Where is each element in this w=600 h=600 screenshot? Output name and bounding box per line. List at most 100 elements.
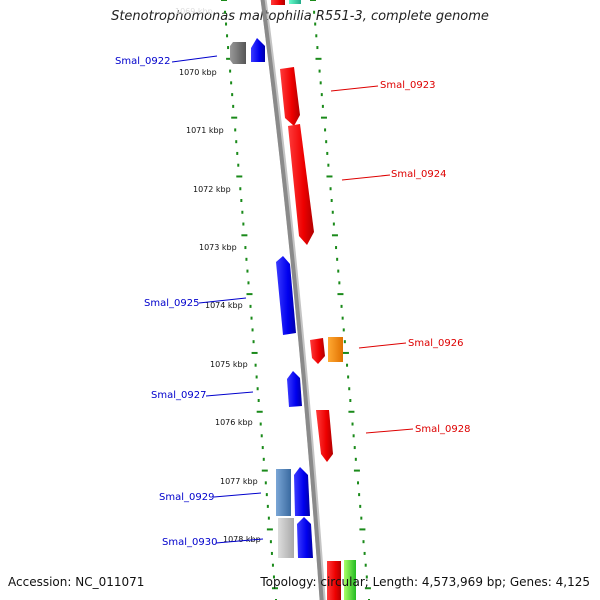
gene-label-smal-0922[interactable]: Smal_0922	[115, 56, 170, 67]
tick-label: 1072 kbp	[193, 185, 231, 194]
ruler-dot	[358, 493, 361, 497]
ruler-dot	[327, 163, 330, 167]
kbp-ticks: 1070 kbp 1071 kbp 1072 kbp 1073 kbp 1074…	[179, 68, 261, 544]
ruler-major-tick	[251, 351, 258, 354]
ruler-dot	[338, 281, 341, 285]
gene-label-smal-0926[interactable]: Smal_0926	[408, 338, 463, 349]
ruler-dot	[353, 446, 356, 450]
gene-label-smal-0925[interactable]: Smal_0925	[144, 298, 199, 309]
ruler-dot	[347, 375, 350, 379]
gene-feature-steelblue[interactable]	[276, 469, 291, 516]
ruler-dot	[241, 210, 244, 214]
gene-label-smal-0924[interactable]: Smal_0924	[391, 169, 446, 180]
ruler-dot	[313, 10, 316, 14]
ruler-dot	[261, 446, 264, 450]
accession-label: Accession: NC_011071	[8, 575, 145, 589]
label-leaders	[171, 55, 414, 544]
ruler-dot	[314, 22, 317, 26]
ruler-dot	[255, 375, 258, 379]
ruler-dot	[265, 493, 268, 497]
ruler-major-tick	[246, 293, 253, 296]
ruler-major-tick	[226, 57, 233, 60]
gene-label-smal-0929[interactable]: Smal_0929	[159, 492, 214, 503]
ruler-dot	[239, 187, 242, 191]
ruler-dot	[264, 481, 267, 485]
ruler-dot	[226, 34, 229, 38]
ruler-dot	[259, 422, 262, 426]
ruler-dot	[321, 104, 324, 108]
gene-arrow-smal-0924[interactable]	[288, 124, 314, 245]
ruler-dot	[364, 563, 367, 567]
ruler-dot	[341, 316, 344, 320]
gene-label-smal-0923[interactable]: Smal_0923	[380, 80, 435, 91]
ruler-dot	[330, 199, 333, 202]
ruler-dot	[351, 422, 354, 426]
ruler-dot	[230, 81, 233, 85]
gene-arrow-smal-0926[interactable]	[310, 338, 325, 364]
ruler-major-tick	[359, 528, 366, 531]
ruler-major-tick	[266, 528, 273, 531]
ruler-major-tick	[342, 351, 349, 354]
ruler-major-tick	[337, 293, 344, 296]
ruler-dot	[232, 104, 235, 108]
gene-arrow-smal-0927[interactable]	[287, 371, 302, 407]
partial-feature-top-red[interactable]	[271, 0, 285, 5]
ruler-dot	[270, 551, 273, 555]
gene-arrow-smal-0925[interactable]	[276, 256, 296, 335]
ruler-major-tick	[353, 469, 360, 472]
ruler-dot	[224, 10, 227, 14]
gene-arrow-smal-0922[interactable]	[251, 38, 265, 62]
ruler-dot	[349, 399, 352, 402]
ruler-dot	[331, 210, 334, 214]
ruler-dot	[242, 222, 245, 226]
ruler-dot	[231, 93, 234, 97]
right-ruler	[310, 0, 371, 600]
partial-feature-bottom-red[interactable]	[327, 561, 341, 600]
tick-label: 1070 kbp	[179, 68, 217, 77]
ruler-dot	[359, 504, 362, 508]
ruler-dot	[332, 222, 335, 226]
partial-feature-bottom-green[interactable]	[344, 560, 356, 600]
tick-label: 1073 kbp	[199, 243, 237, 252]
ruler-dot	[257, 399, 260, 402]
ruler-dot	[236, 151, 239, 155]
gene-arrow-smal-0930[interactable]	[297, 517, 313, 558]
left-ruler	[221, 0, 278, 600]
gene-arrow-smal-0923[interactable]	[280, 67, 300, 126]
ruler-dot	[245, 257, 248, 261]
ruler-dot	[227, 46, 230, 50]
gene-arrow-smal-0928[interactable]	[316, 410, 333, 462]
ruler-dot	[365, 575, 368, 579]
tick-label: 1075 kbp	[210, 360, 248, 369]
partial-feature-top-teal[interactable]	[289, 0, 301, 4]
gene-arrow-smal-0929[interactable]	[294, 467, 310, 516]
gene-label-smal-0930[interactable]: Smal_0930	[162, 537, 217, 548]
gene-feature-orange[interactable]	[328, 337, 343, 362]
ruler-dot	[262, 457, 265, 461]
gene-label-smal-0928[interactable]: Smal_0928	[415, 424, 470, 435]
ruler-dot	[269, 540, 272, 544]
gene-labels: Smal_0922 Smal_0923 Smal_0924 Smal_0925 …	[115, 56, 470, 548]
gene-label-smal-0927[interactable]: Smal_0927	[151, 390, 206, 401]
ruler-dot	[272, 575, 275, 579]
ruler-dot	[354, 457, 357, 461]
ruler-dot	[249, 304, 252, 308]
ruler-dot	[325, 140, 328, 144]
tick-label: 1074 kbp	[205, 301, 243, 310]
ruler-dot	[318, 69, 321, 73]
gene-feature-lightgray[interactable]	[278, 518, 294, 558]
genome-title: Stenotrophomonas maltophilia R551-3, com…	[111, 9, 489, 24]
ruler-dot	[340, 304, 343, 308]
ruler-major-tick	[241, 234, 248, 237]
ruler-dot	[252, 340, 255, 344]
ruler-dot	[250, 316, 253, 320]
ruler-dot	[266, 504, 269, 508]
gene-arrow-gray[interactable]	[230, 42, 246, 64]
ruler-dot	[363, 551, 366, 555]
ruler-dot	[319, 81, 322, 85]
ruler-major-tick	[271, 587, 278, 590]
ruler-dot	[352, 434, 355, 438]
ruler-major-tick	[364, 587, 371, 590]
